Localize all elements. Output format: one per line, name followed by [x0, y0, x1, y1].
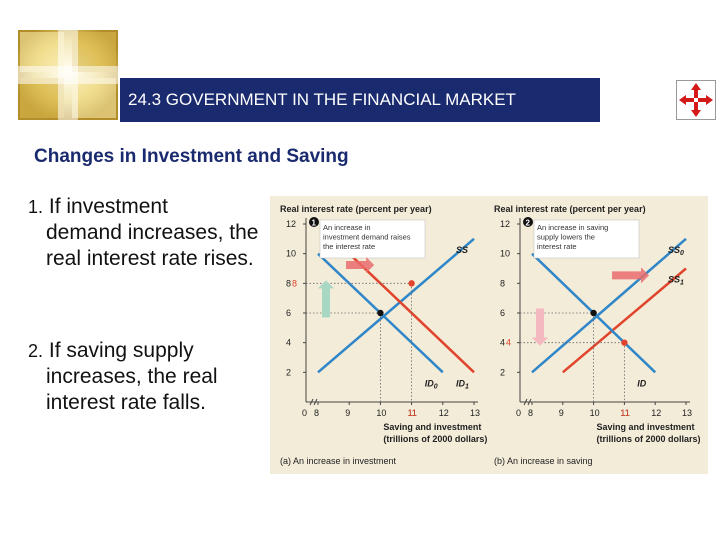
- x-axis-label: Saving and investment: [383, 422, 481, 432]
- series-line-id1: [348, 252, 475, 374]
- callout-box: [533, 219, 640, 259]
- new-quantity-label: 11: [620, 408, 629, 418]
- x-tick-label: 9: [345, 408, 350, 418]
- new-quantity-label: 11: [408, 408, 417, 418]
- y-tick-label: 8: [500, 278, 505, 288]
- y-axis-label: Real interest rate (percent per year): [280, 204, 432, 214]
- y-tick-label: 10: [286, 249, 296, 259]
- axis-break: [309, 398, 318, 406]
- y-tick-label: 4: [500, 338, 505, 348]
- chart-panel-1: Real interest rate (percent per year) 2 4 6…: [280, 204, 487, 466]
- x-tick-label: 9: [559, 408, 564, 418]
- callout-number-badge: [309, 217, 319, 227]
- equilibrium-point: [590, 309, 597, 317]
- interest-rate-down-arrow: [532, 308, 548, 346]
- equilibrium-point: [377, 309, 384, 317]
- x-tick-label: 10: [376, 408, 386, 418]
- bullet-rest: increases, the real interest rate falls.: [46, 365, 218, 414]
- bullet-number: 1.: [28, 197, 44, 217]
- axis-break: [523, 398, 532, 406]
- callout-number-badge: [523, 217, 533, 227]
- y-axis-label: Real interest rate (percent per year): [494, 204, 646, 214]
- x-axis-label: Saving and investment: [597, 422, 695, 432]
- equilibrium-point: [621, 339, 628, 346]
- y-tick-label: 4: [286, 338, 291, 348]
- x-tick-label: 12: [439, 408, 449, 418]
- y-tick-label: 12: [500, 219, 510, 229]
- y-tick-label: 10: [500, 249, 510, 259]
- chart-panel-2: Real interest rate (percent per year) 2 4 6…: [494, 204, 701, 466]
- title-banner: [120, 78, 600, 122]
- series-line-ss1: [561, 267, 687, 374]
- bullet-rest: demand increases, the real interest rate…: [46, 221, 259, 270]
- x-tick-label: 10: [590, 408, 600, 418]
- x-tick-label: 8: [314, 408, 319, 418]
- bullet-first-line: If investment: [48, 195, 168, 218]
- new-rate-label: 8: [292, 278, 297, 288]
- series-label-ss0: SS0: [668, 245, 684, 257]
- callout-box: [319, 219, 426, 259]
- bullet-number: 2.: [28, 341, 44, 361]
- callout-text: An increase in saving supply lowers the in…: [537, 223, 608, 251]
- x-tick-label: 11: [620, 408, 629, 418]
- y-tick-label: 6: [286, 308, 291, 318]
- chart-title: (b) An increase in saving: [494, 456, 593, 466]
- y-tick-label: 12: [286, 219, 296, 229]
- chart-title: (a) An increase in investment: [280, 456, 397, 466]
- equilibrium-point: [408, 280, 415, 287]
- page-title: 24.3 GOVERNMENT IN THE FINANCIAL MARKET: [128, 90, 516, 109]
- investment-saving-figure: Real interest rate (percent per year) 2 4 6…: [270, 196, 708, 474]
- x-axis-label-units: (trillions of 2000 dollars): [383, 434, 487, 444]
- curve-shift-arrow: [346, 256, 375, 273]
- navigation-arrows-icon[interactable]: [676, 80, 716, 120]
- logo-icon: [18, 30, 118, 120]
- interest-rate-up-arrow: [318, 280, 334, 318]
- x-tick-label: 11: [408, 408, 417, 418]
- callout-number: 2: [526, 219, 531, 228]
- y-tick-label: 2: [286, 367, 291, 377]
- x-tick-label: 12: [651, 408, 661, 418]
- callout-number: 1: [312, 219, 317, 228]
- x-tick-label: 13: [470, 408, 480, 418]
- curve-shift-arrow: [612, 267, 650, 284]
- y-tick-label: 8: [286, 278, 291, 288]
- x-axis-label-units: (trillions of 2000 dollars): [597, 434, 701, 444]
- bullet-1: 1. If investment demand increases, the r…: [28, 194, 268, 272]
- bullet-2: 2. If saving supply increases, the real …: [28, 338, 268, 416]
- slide-subtitle: Changes in Investment and Saving: [34, 146, 349, 167]
- callout-text: An increase in investment demand raises th…: [323, 223, 411, 251]
- series-line-ss: [317, 237, 475, 374]
- y-tick-label: 2: [500, 367, 505, 377]
- series-label-id: ID: [637, 378, 647, 388]
- series-label-ss: SS: [456, 245, 468, 255]
- x-tick-label: 0: [302, 408, 307, 418]
- series-label-ss1: SS1: [668, 275, 684, 287]
- x-tick-label: 8: [528, 408, 533, 418]
- x-tick-label: 13: [682, 408, 692, 418]
- new-rate-label: 4: [506, 338, 511, 348]
- x-tick-label: 0: [516, 408, 521, 418]
- bullet-first-line: If saving supply: [48, 339, 194, 362]
- series-line-ss0: [531, 237, 687, 374]
- y-tick-label: 6: [500, 308, 505, 318]
